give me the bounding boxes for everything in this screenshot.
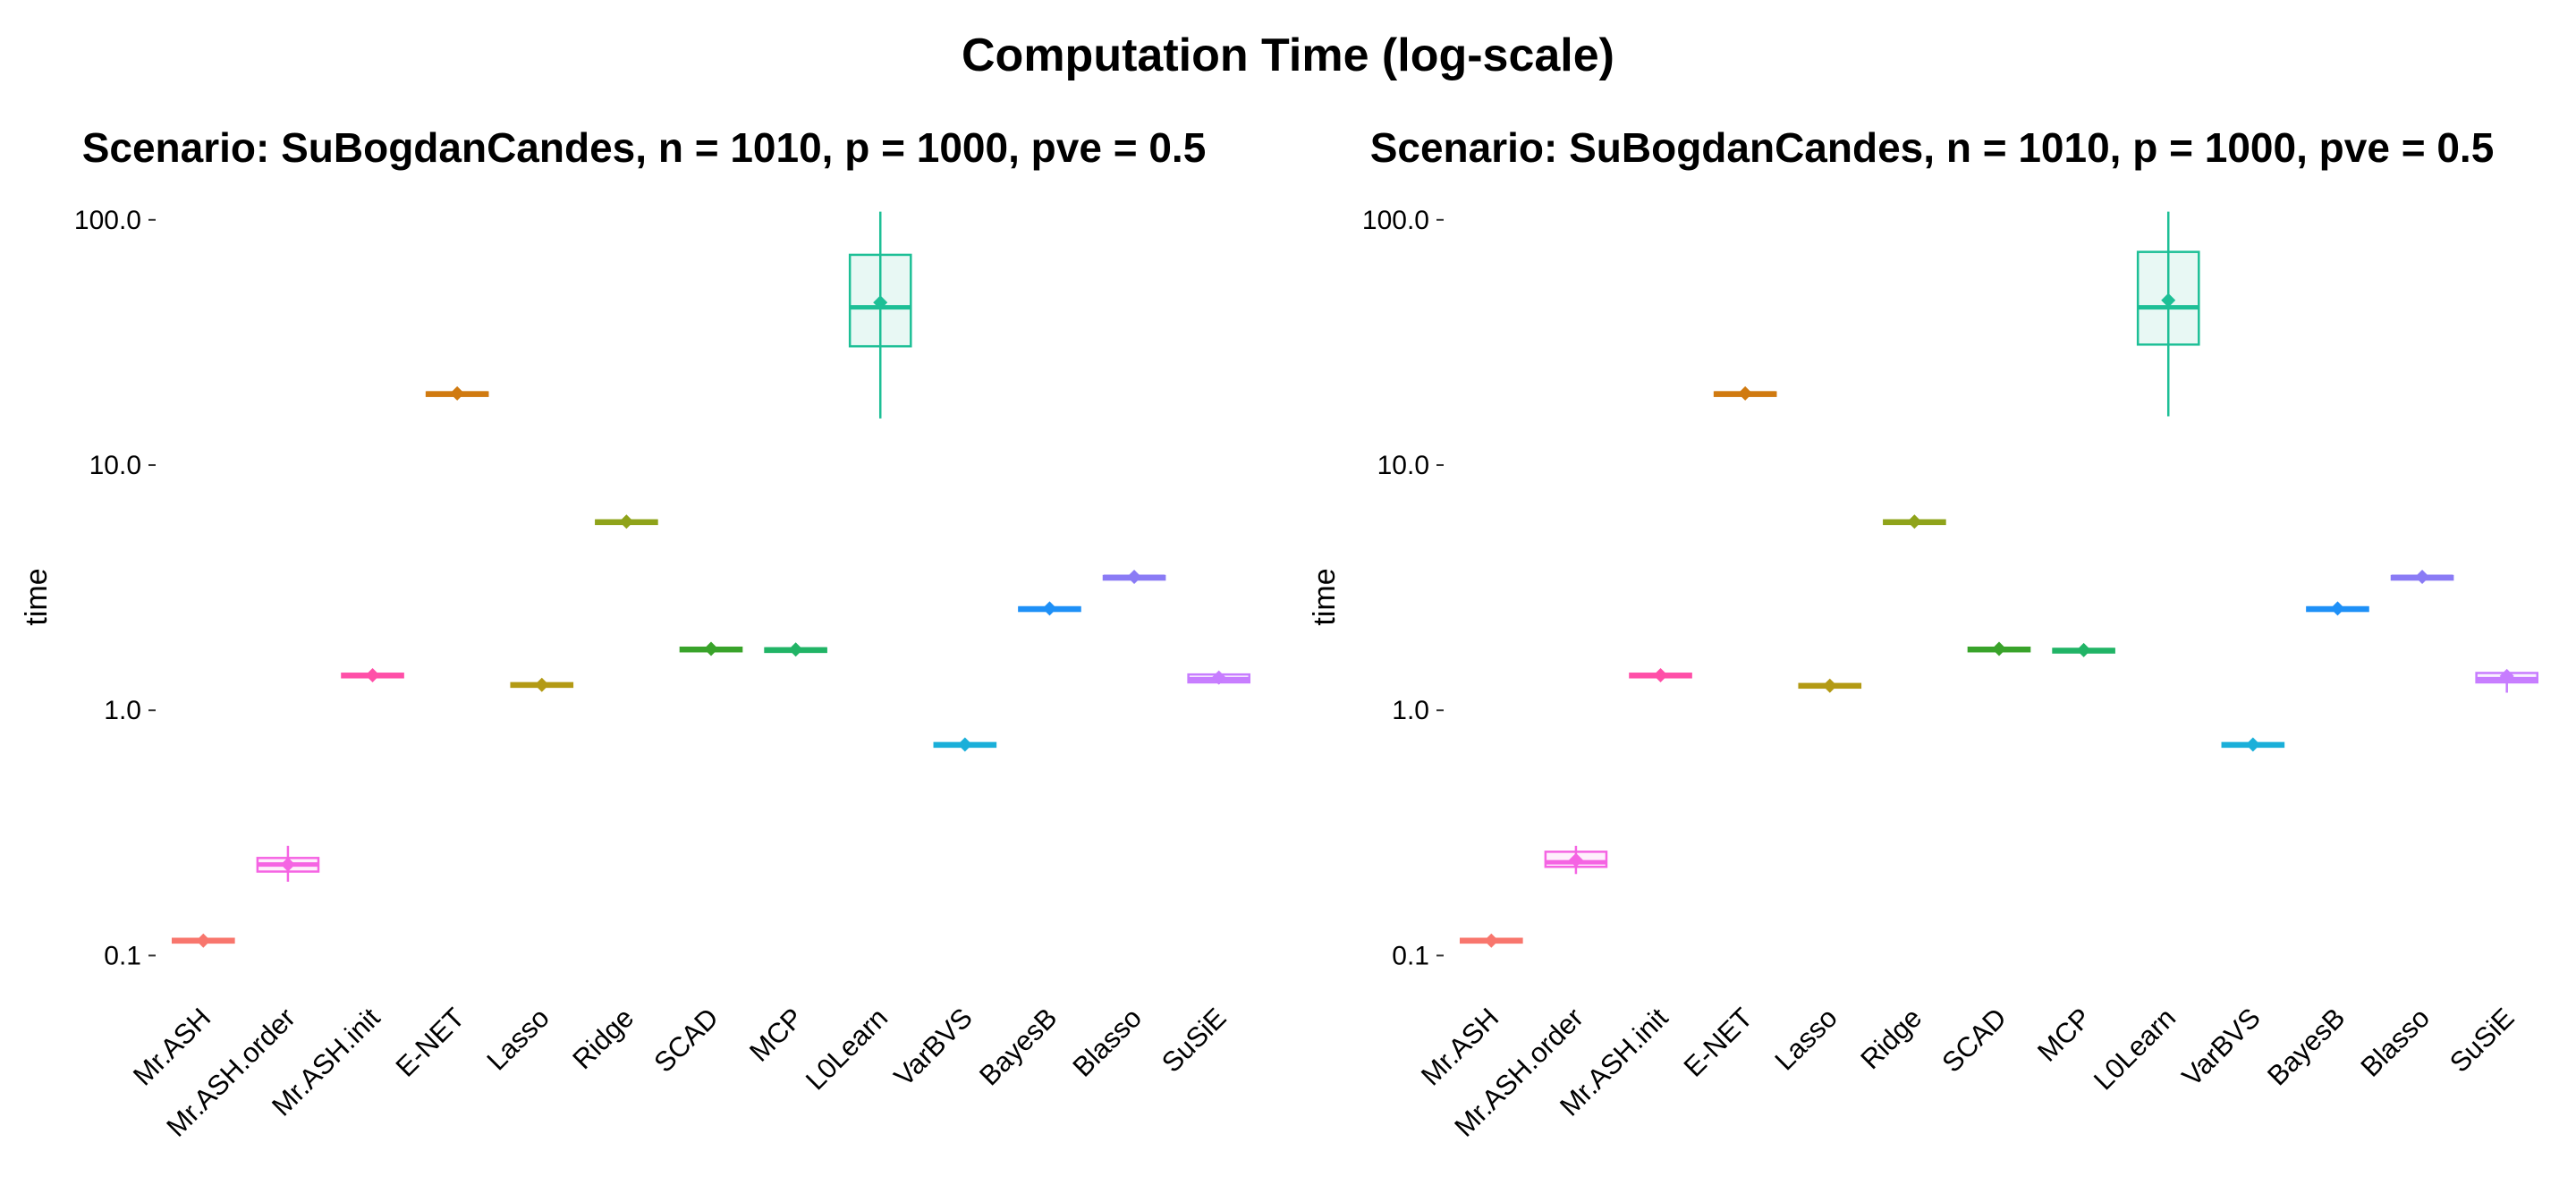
x-tick-label: Ridge	[566, 1002, 640, 1075]
mean-point	[704, 641, 718, 656]
box-lasso	[1798, 678, 1862, 693]
mean-point	[2499, 668, 2514, 683]
mean-point	[1211, 670, 1226, 685]
box-varbvs	[2221, 737, 2285, 752]
box-ridge	[1883, 514, 1946, 529]
mean-point	[450, 385, 465, 401]
mean-point	[1738, 385, 1753, 401]
y-tick-label: 0.1	[1392, 941, 1429, 970]
x-tick-label: MCP	[743, 1002, 809, 1067]
y-axis-title: time	[20, 568, 54, 625]
mean-point	[1568, 852, 1583, 868]
x-tick-label: SuSiE	[1156, 1002, 1233, 1079]
y-tick-label: 100.0	[74, 206, 141, 235]
x-tick-label: E-NET	[390, 1002, 471, 1083]
box-e-net	[425, 385, 489, 401]
box-susie	[1187, 670, 1251, 685]
x-tick-label: SuSiE	[2444, 1002, 2521, 1079]
y-axis-title: time	[1308, 568, 1342, 625]
box-l0learn	[848, 211, 912, 419]
x-tick-label: SCAD	[648, 1002, 724, 1079]
box-bayesb	[1018, 601, 1081, 616]
y-tick-label: 10.0	[89, 451, 141, 480]
y-tick-label: 10.0	[1377, 451, 1429, 480]
box-mr-ash-init	[341, 668, 404, 683]
mean-point	[1653, 668, 1668, 683]
x-tick-label: VarBVS	[2176, 1002, 2267, 1092]
chart-panel-right: Scenario: SuBogdanCandes, n = 1010, p = …	[1288, 116, 2576, 1189]
mean-point	[873, 295, 888, 310]
box-lasso	[510, 677, 574, 692]
mean-point	[2330, 601, 2345, 616]
x-tick-label: VarBVS	[888, 1002, 979, 1092]
box-mcp	[764, 642, 827, 657]
figure-title: Computation Time (log-scale)	[962, 30, 1614, 81]
mean-point	[1907, 514, 1922, 529]
mean-point	[788, 642, 803, 657]
x-tick-label: E-NET	[1678, 1002, 1759, 1083]
mean-point	[2076, 642, 2091, 657]
box-mr-ash	[1459, 933, 1523, 948]
x-tick-label: BayesB	[973, 1002, 1063, 1091]
y-tick-label: 1.0	[1392, 696, 1429, 725]
mean-point	[957, 737, 972, 752]
box-blasso	[2390, 570, 2454, 585]
box-mr-ash-order	[1544, 845, 1608, 875]
mean-point	[196, 933, 211, 948]
x-tick-label: MCP	[2031, 1002, 2097, 1067]
y-tick-label: 1.0	[104, 696, 141, 725]
x-tick-label: Ridge	[1854, 1002, 1928, 1075]
chart-panel-left: Scenario: SuBogdanCandes, n = 1010, p = …	[0, 116, 1288, 1189]
x-tick-label: L0Learn	[2088, 1002, 2182, 1096]
x-tick-label: Lasso	[480, 1002, 555, 1076]
mean-point	[619, 514, 634, 529]
box-mr-ash-order	[256, 845, 320, 882]
mean-point	[534, 677, 549, 692]
x-tick-label: Blasso	[1066, 1002, 1148, 1083]
box-e-net	[1713, 385, 1777, 401]
x-tick-label: Lasso	[1768, 1002, 1843, 1076]
mean-point	[2161, 292, 2176, 308]
x-tick-label: SCAD	[1936, 1002, 2012, 1079]
x-tick-label: Blasso	[2354, 1002, 2436, 1083]
panel-title-left: Scenario: SuBogdanCandes, n = 1010, p = …	[81, 124, 1207, 171]
mean-point	[2415, 570, 2430, 585]
x-tick-label: BayesB	[2261, 1002, 2351, 1091]
box-scad	[679, 641, 743, 656]
box-scad	[1967, 641, 2031, 656]
mean-point	[1992, 641, 2006, 656]
box-bayesb	[2306, 601, 2369, 616]
mean-point	[1127, 570, 1142, 585]
x-tick-label: L0Learn	[800, 1002, 894, 1096]
mean-point	[365, 668, 380, 683]
boxplot-left: time0.11.010.0100.0Mr.ASHMr.ASH.orderMr.…	[20, 206, 1251, 1143]
y-tick-label: 100.0	[1362, 206, 1429, 235]
y-tick-label: 0.1	[104, 941, 141, 970]
box-l0learn	[2136, 211, 2200, 417]
mean-point	[2245, 737, 2260, 752]
mean-point	[280, 857, 295, 872]
box-ridge	[595, 514, 658, 529]
mean-point	[1822, 678, 1837, 693]
panel-title-right: Scenario: SuBogdanCandes, n = 1010, p = …	[1369, 124, 2495, 171]
box-blasso	[1102, 570, 1166, 585]
mean-point	[1484, 933, 1499, 948]
box-varbvs	[933, 737, 997, 752]
mean-point	[1042, 601, 1057, 616]
box-susie	[2475, 668, 2539, 693]
box-mr-ash	[171, 933, 235, 948]
boxplot-right: time0.11.010.0100.0Mr.ASHMr.ASH.orderMr.…	[1308, 206, 2539, 1143]
box-mr-ash-init	[1629, 668, 1692, 683]
box-mcp	[2052, 642, 2115, 657]
